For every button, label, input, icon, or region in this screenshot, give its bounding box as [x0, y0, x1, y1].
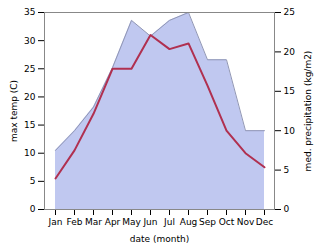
- svg-text:0: 0: [30, 204, 36, 214]
- svg-text:10: 10: [24, 148, 36, 158]
- svg-text:5: 5: [30, 176, 36, 186]
- svg-text:15: 15: [284, 86, 295, 96]
- svg-text:Jan: Jan: [48, 217, 63, 227]
- svg-text:Feb: Feb: [67, 217, 83, 227]
- svg-text:Apr: Apr: [105, 217, 121, 227]
- svg-text:Nov: Nov: [237, 217, 255, 227]
- svg-text:Mar: Mar: [85, 217, 102, 227]
- svg-text:date (month): date (month): [130, 234, 189, 244]
- svg-text:0: 0: [284, 204, 290, 214]
- svg-text:med. precipitation (kg/m2): med. precipitation (kg/m2): [303, 51, 313, 172]
- svg-text:15: 15: [24, 120, 35, 130]
- svg-text:Jul: Jul: [163, 217, 175, 227]
- svg-text:Jun: Jun: [142, 217, 157, 227]
- svg-text:10: 10: [284, 126, 296, 136]
- svg-text:35: 35: [24, 7, 35, 17]
- svg-text:max temp (C): max temp (C): [9, 80, 19, 142]
- svg-text:20: 20: [24, 92, 36, 102]
- svg-text:Dec: Dec: [256, 217, 273, 227]
- svg-text:25: 25: [284, 7, 295, 17]
- svg-text:30: 30: [24, 36, 36, 46]
- svg-text:20: 20: [284, 47, 296, 57]
- svg-text:Oct: Oct: [219, 217, 235, 227]
- svg-text:May: May: [122, 217, 141, 227]
- svg-text:Aug: Aug: [180, 217, 198, 227]
- svg-text:5: 5: [284, 165, 290, 175]
- svg-text:Sep: Sep: [199, 217, 216, 227]
- svg-text:25: 25: [24, 64, 35, 74]
